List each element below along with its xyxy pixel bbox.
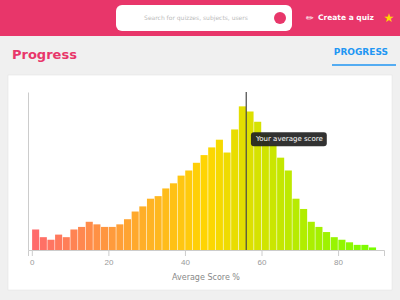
bar xyxy=(246,111,253,250)
bar xyxy=(63,237,70,250)
nav-bar: Search for quizzes, subjects, users ✏ Crea… xyxy=(0,0,400,36)
bar xyxy=(93,224,100,250)
bar xyxy=(338,240,345,250)
bar xyxy=(292,199,299,250)
bar xyxy=(70,229,77,250)
average-line xyxy=(246,92,247,250)
bar xyxy=(269,145,276,250)
y-axis xyxy=(28,93,29,251)
bar xyxy=(78,227,85,250)
bar xyxy=(86,222,93,250)
x-tick: 60 xyxy=(258,250,267,267)
tooltip-text: Your average score xyxy=(255,135,323,143)
bar xyxy=(277,158,284,250)
search-bar[interactable] xyxy=(116,5,292,31)
bar xyxy=(139,206,146,250)
create-button[interactable]: Create a quiz xyxy=(318,13,374,22)
x-tick-label: 40 xyxy=(181,258,190,267)
bar xyxy=(124,219,131,250)
x-tick-label: 20 xyxy=(104,258,113,267)
bar xyxy=(331,237,338,250)
x-tick-mark xyxy=(108,250,109,256)
bar xyxy=(132,212,139,250)
bar xyxy=(285,170,292,250)
bar xyxy=(47,240,54,250)
bar xyxy=(178,176,185,250)
x-tick-label: 60 xyxy=(258,258,267,267)
chart-card xyxy=(8,75,392,290)
bar xyxy=(208,147,215,250)
bar xyxy=(193,163,200,250)
progress-tab[interactable]: PROGRESS xyxy=(334,47,388,57)
bar xyxy=(315,227,322,250)
star-icon[interactable]: ★ xyxy=(384,11,395,25)
x-tick-label: 0 xyxy=(30,258,35,267)
bar xyxy=(32,229,39,250)
x-tick: 20 xyxy=(104,250,113,267)
bar xyxy=(262,135,269,250)
tooltip-box xyxy=(251,132,327,146)
x-tick-label: 80 xyxy=(334,258,343,267)
x-tick: 40 xyxy=(181,250,190,267)
bar xyxy=(239,106,246,250)
bar xyxy=(162,188,169,250)
x-axis-title: Average Score % xyxy=(172,273,240,282)
page: Search for quizzes, subjects, users ✏ Crea… xyxy=(0,0,400,300)
bar xyxy=(201,155,208,250)
bar xyxy=(101,227,108,250)
bar xyxy=(216,140,223,250)
y-axis-line xyxy=(28,93,29,251)
x-tick: 80 xyxy=(334,250,343,267)
bar xyxy=(55,235,62,250)
x-tick-mark xyxy=(262,250,263,256)
bar xyxy=(346,242,353,250)
bar xyxy=(323,232,330,250)
search-placeholder: Search for quizzes, subjects, users xyxy=(144,14,248,22)
tab-underline xyxy=(332,64,396,66)
bar xyxy=(361,245,368,250)
bar xyxy=(40,237,47,250)
x-tick-mark xyxy=(338,250,339,256)
bar xyxy=(155,196,162,250)
search-icon[interactable] xyxy=(274,12,286,24)
bar xyxy=(147,199,154,250)
plot-area xyxy=(32,92,376,250)
x-tick-mark xyxy=(185,250,186,256)
background xyxy=(0,0,400,300)
bar xyxy=(224,153,231,250)
bar xyxy=(170,183,177,250)
x-axis: 0 20 40 60 80 xyxy=(29,250,385,267)
pencil-icon: ✏ xyxy=(306,13,314,23)
bar xyxy=(109,227,116,250)
x-axis-line xyxy=(29,251,385,257)
bar xyxy=(308,222,315,250)
bar xyxy=(354,245,361,250)
x-tick: 0 xyxy=(30,250,35,267)
nav-background xyxy=(0,0,400,36)
bar xyxy=(185,170,192,250)
title: Progress xyxy=(12,47,77,62)
tooltip: Your average score xyxy=(251,132,327,146)
bar xyxy=(369,247,376,250)
bar xyxy=(300,209,307,250)
bar xyxy=(116,224,123,250)
bar xyxy=(231,129,238,250)
x-tick-mark xyxy=(32,250,33,256)
